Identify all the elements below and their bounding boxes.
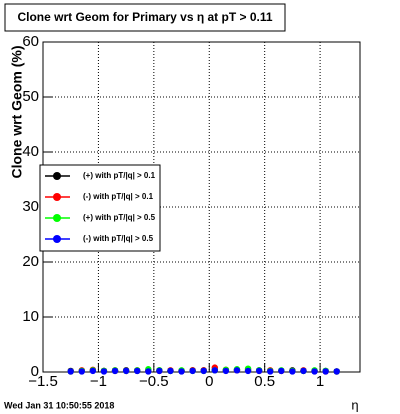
- data-point: [189, 367, 196, 375]
- data-point: [278, 367, 285, 375]
- data-point: [100, 368, 108, 375]
- chart-title: Clone wrt Geom for Primary vs η at pT > …: [17, 10, 272, 24]
- data-point: [289, 368, 296, 375]
- data-point: [322, 368, 329, 375]
- legend-marker: [53, 214, 61, 222]
- y-tick-label: 60: [22, 33, 39, 50]
- data-point: [156, 367, 163, 375]
- data-point: [300, 367, 307, 375]
- x-tick-label: −1: [90, 373, 107, 390]
- data-point: [200, 367, 207, 375]
- data-point: [211, 367, 219, 374]
- data-point: [78, 368, 85, 375]
- x-axis-label: η: [351, 397, 358, 412]
- x-tick-label: −0.5: [139, 373, 169, 390]
- x-tick-label: −1.5: [28, 373, 58, 390]
- data-point: [67, 368, 74, 375]
- footer: Wed Jan 31 10:50:55 2018: [4, 400, 114, 410]
- data-point: [267, 368, 274, 375]
- data-point: [178, 368, 185, 375]
- x-tick-label: 0.5: [254, 373, 275, 390]
- data-point: [311, 368, 318, 375]
- data-point: [122, 367, 130, 375]
- y-tick-label: 30: [22, 198, 39, 215]
- x-tick-label: 0: [205, 373, 213, 390]
- legend-marker: [53, 235, 61, 243]
- legend-label: (-) with pT/|q| > 0.5: [83, 234, 154, 243]
- y-tick-label: 0: [31, 363, 39, 380]
- y-tick-label: 40: [22, 143, 39, 160]
- data-point: [167, 367, 174, 375]
- data-point: [333, 368, 340, 375]
- legend-label: (+) with pT/|q| > 0.1: [83, 171, 156, 180]
- data-point: [233, 367, 241, 374]
- data-point: [89, 367, 97, 375]
- legend-marker: [53, 193, 61, 201]
- x-tick-label: 1: [316, 373, 324, 390]
- data-point: [255, 367, 263, 375]
- data-point: [145, 368, 152, 375]
- y-tick-label: 20: [22, 253, 39, 270]
- y-axis-label: Clone wrt Geom (%): [9, 45, 25, 178]
- y-tick-label: 10: [22, 308, 39, 325]
- legend-marker: [53, 172, 61, 180]
- title-box: [4, 3, 286, 32]
- y-tick-label: 50: [22, 88, 39, 105]
- data-point: [244, 367, 252, 375]
- data-point: [111, 367, 119, 375]
- data-point: [134, 367, 141, 375]
- legend-label: (-) with pT/|q| > 0.1: [83, 192, 154, 201]
- data-point: [222, 367, 230, 375]
- legend-label: (+) with pT/|q| > 0.5: [83, 213, 156, 222]
